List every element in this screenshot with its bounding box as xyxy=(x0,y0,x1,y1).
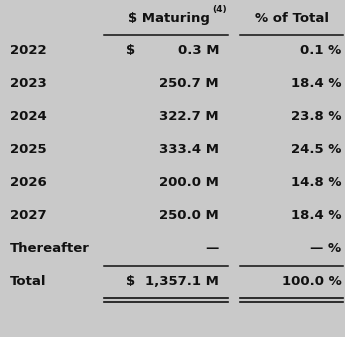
Text: 18.4 %: 18.4 % xyxy=(291,77,342,90)
Text: 0.1 %: 0.1 % xyxy=(300,44,342,57)
Text: 2027: 2027 xyxy=(10,209,47,222)
Text: 200.0 M: 200.0 M xyxy=(159,176,219,189)
Text: $: $ xyxy=(126,275,135,288)
Text: % of Total: % of Total xyxy=(255,12,328,25)
Text: 2025: 2025 xyxy=(10,143,47,156)
Text: 2022: 2022 xyxy=(10,44,47,57)
Text: 250.7 M: 250.7 M xyxy=(159,77,219,90)
Text: 18.4 %: 18.4 % xyxy=(291,209,342,222)
Text: 1,357.1 M: 1,357.1 M xyxy=(145,275,219,288)
Text: 2026: 2026 xyxy=(10,176,47,189)
Text: —: — xyxy=(206,242,219,255)
Text: 24.5 %: 24.5 % xyxy=(291,143,342,156)
Text: 14.8 %: 14.8 % xyxy=(291,176,342,189)
Text: 322.7 M: 322.7 M xyxy=(159,110,219,123)
Text: 0.3 M: 0.3 M xyxy=(178,44,219,57)
Text: 2023: 2023 xyxy=(10,77,47,90)
Text: (4): (4) xyxy=(213,5,227,14)
Text: Thereafter: Thereafter xyxy=(10,242,90,255)
Text: Total: Total xyxy=(10,275,47,288)
Text: — %: — % xyxy=(310,242,342,255)
Text: $ Maturing: $ Maturing xyxy=(128,12,210,25)
Text: 333.4 M: 333.4 M xyxy=(159,143,219,156)
Text: 23.8 %: 23.8 % xyxy=(291,110,342,123)
Text: 100.0 %: 100.0 % xyxy=(282,275,342,288)
Text: 250.0 M: 250.0 M xyxy=(159,209,219,222)
Text: 2024: 2024 xyxy=(10,110,47,123)
Text: $: $ xyxy=(126,44,135,57)
